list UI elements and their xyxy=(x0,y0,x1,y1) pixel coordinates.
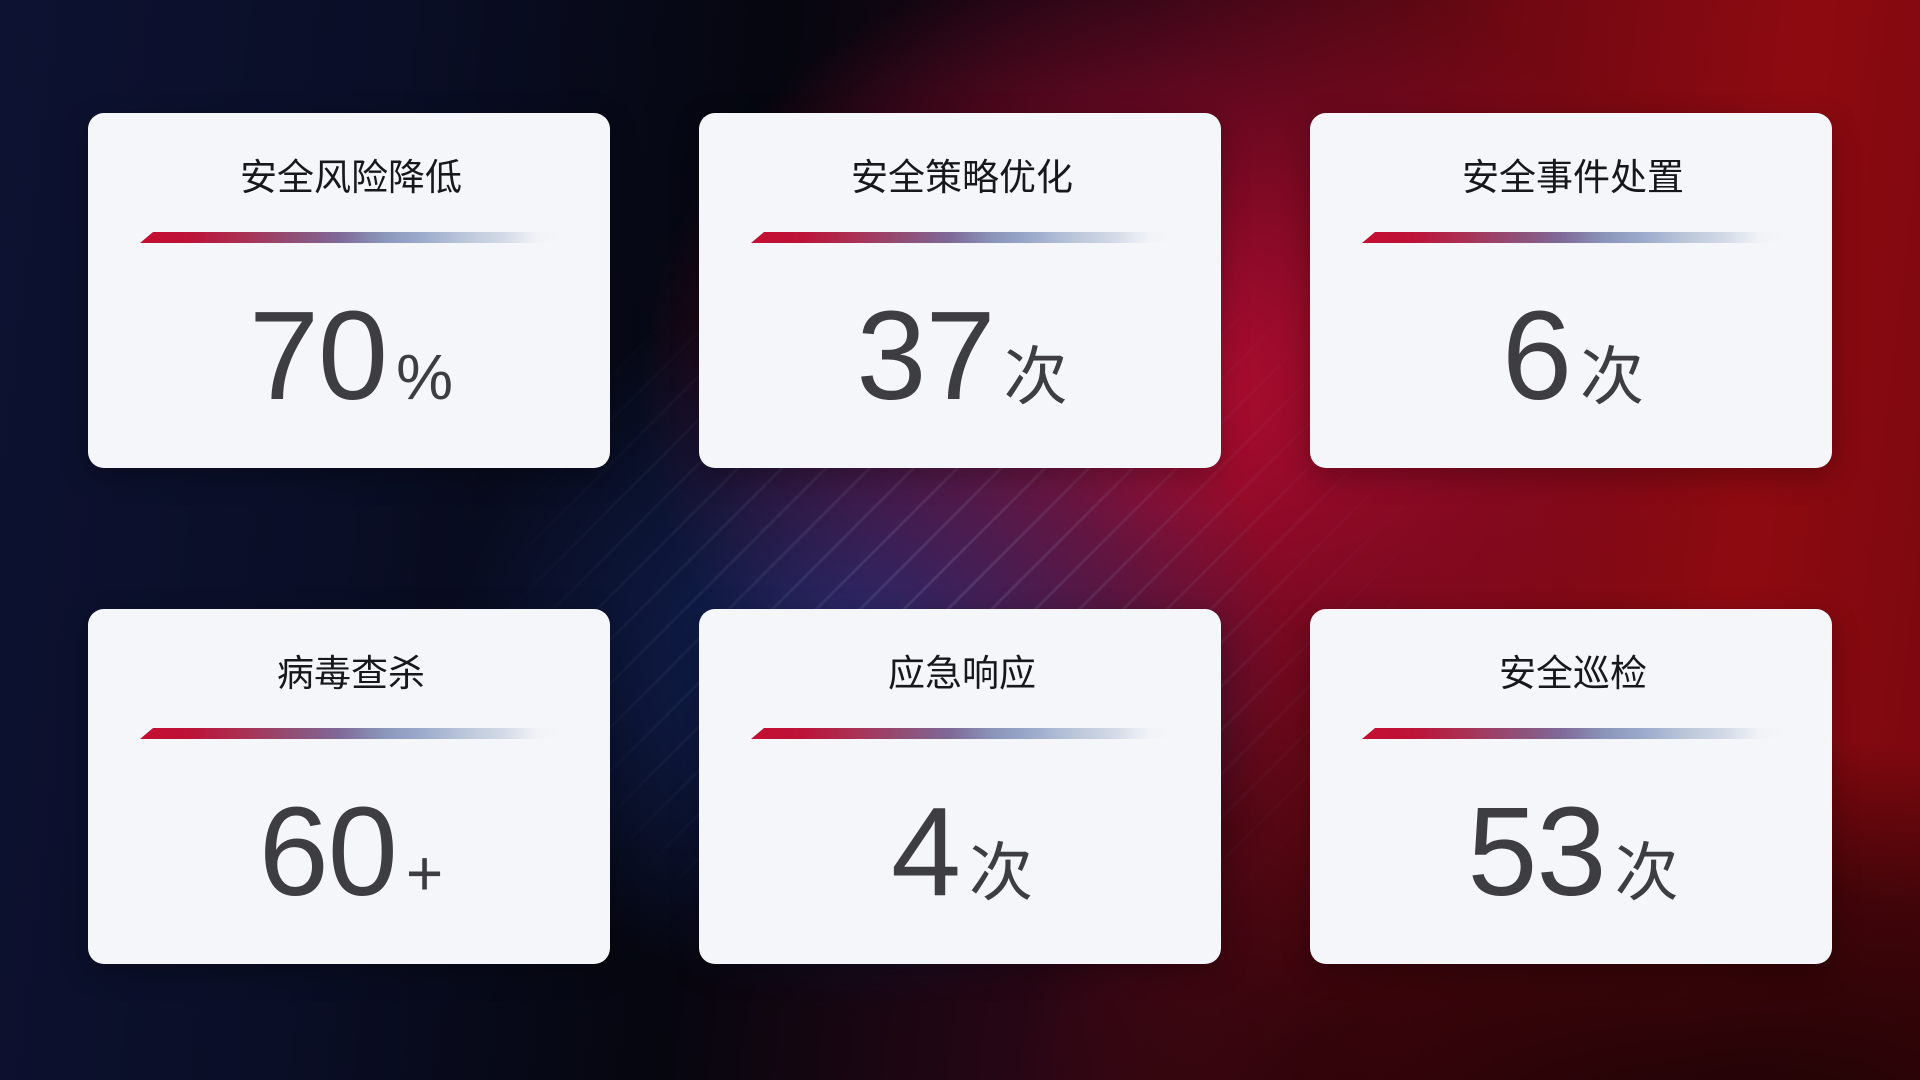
card-title: 应急响应 xyxy=(888,653,1036,694)
value-number: 53 xyxy=(1467,780,1606,922)
card-value: 37 次 xyxy=(751,243,1173,468)
value-unit: 次 xyxy=(1580,340,1645,413)
card-title: 病毒查杀 xyxy=(277,653,425,694)
divider-line xyxy=(751,728,1173,739)
stat-card-incident-handling: 安全事件处置 6 次 xyxy=(1310,113,1832,468)
value-number: 70 xyxy=(248,284,388,426)
card-title: 安全风险降低 xyxy=(240,157,462,198)
card-value: 60 + xyxy=(140,739,562,964)
value-unit: + xyxy=(405,836,444,909)
value-unit: % xyxy=(396,340,454,413)
value-number: 4 xyxy=(890,780,961,922)
stat-card-risk-reduction: 安全风险降低 70 % xyxy=(88,113,610,468)
divider-line xyxy=(140,232,562,243)
card-title: 安全策略优化 xyxy=(851,157,1073,198)
value-number: 60 xyxy=(258,780,398,922)
divider-line xyxy=(1362,232,1784,243)
card-value: 6 次 xyxy=(1362,243,1784,468)
value-unit: 次 xyxy=(1003,340,1068,413)
card-title: 安全巡检 xyxy=(1499,653,1647,694)
value-unit: 次 xyxy=(1614,836,1679,909)
value-unit: 次 xyxy=(969,836,1034,909)
divider-line xyxy=(1362,728,1784,739)
stat-card-security-inspection: 安全巡检 53 次 xyxy=(1310,609,1832,964)
value-number: 37 xyxy=(856,284,995,426)
card-title: 安全事件处置 xyxy=(1462,157,1684,198)
card-value: 70 % xyxy=(140,243,562,468)
stat-card-virus-scan: 病毒查杀 60 + xyxy=(88,609,610,964)
divider-line xyxy=(751,232,1173,243)
card-value: 53 次 xyxy=(1362,739,1784,964)
stat-card-policy-optimization: 安全策略优化 37 次 xyxy=(699,113,1221,468)
stat-card-emergency-response: 应急响应 4 次 xyxy=(699,609,1221,964)
value-number: 6 xyxy=(1501,284,1572,426)
card-value: 4 次 xyxy=(751,739,1173,964)
divider-line xyxy=(140,728,562,739)
